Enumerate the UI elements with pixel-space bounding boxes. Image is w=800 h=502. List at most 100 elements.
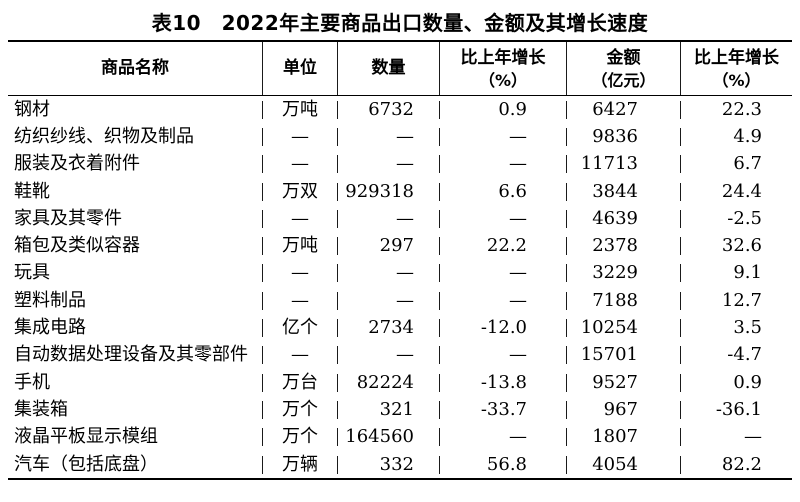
- value-growth-cell: 0.9: [733, 371, 762, 393]
- commodity-name-cell: 纺织纱线、织物及制品: [8, 127, 263, 146]
- quantity-growth-cell: —: [440, 127, 567, 146]
- unit-cell: —: [263, 264, 338, 283]
- table-row: 家具及其零件 — — —4639 -2.5: [8, 205, 792, 232]
- commodity-name-cell: 汽车（包括底盘）: [8, 455, 263, 474]
- table-header-row: 商品名称 单位 数量 比上年增长 （%） 金额 （亿元） 比上年增长 （%）: [8, 42, 792, 96]
- quantity-cell: 321: [338, 400, 440, 419]
- unit-cell: —: [263, 209, 338, 228]
- quantity-growth-cell: 0.9: [440, 100, 567, 119]
- quantity-growth-cell: 22.2: [440, 237, 567, 256]
- table-row: 手机 万台 82224 -13.8 9527 0.9: [8, 369, 792, 396]
- quantity-growth-cell: -12.0: [440, 319, 567, 338]
- table-row: 服装及衣着附件 — — —11713 6.7: [8, 151, 792, 178]
- table-row: 集成电路 亿个 2734 -12.0 10254 3.5: [8, 314, 792, 341]
- column-header-value: 金额 （亿元）: [567, 42, 681, 95]
- quantity-cell: 332: [338, 455, 440, 474]
- table-row: 自动数据处理设备及其零部件 — — —15701 -4.7: [8, 342, 792, 369]
- quantity-cell: —: [338, 264, 440, 283]
- quantity-cell: 297: [338, 237, 440, 256]
- value-cell: 3229: [567, 264, 681, 283]
- value-cell: 967: [567, 400, 681, 419]
- value-cell: 2378: [567, 237, 681, 256]
- value-growth-cell: -2.5: [727, 207, 762, 229]
- unit-cell: 万辆: [263, 455, 338, 474]
- table-row: 液晶平板显示模组 万个 164560—1807—: [8, 424, 792, 451]
- quantity-growth-cell: —: [440, 264, 567, 283]
- header-sub-label: （%）: [712, 70, 761, 90]
- commodity-name-cell: 家具及其零件: [8, 209, 263, 228]
- table-row: 玩具 — — —3229 9.1: [8, 260, 792, 287]
- value-cell: 3844: [567, 182, 681, 201]
- commodity-name-cell: 钢材: [8, 100, 263, 119]
- quantity-cell: 929318: [338, 182, 440, 201]
- value-growth-cell: 9.1: [733, 262, 762, 284]
- column-header-quantity-growth: 比上年增长 （%）: [440, 42, 567, 95]
- header-label: 金额: [606, 47, 641, 68]
- quantity-cell: —: [338, 127, 440, 146]
- table-row: 集装箱 万个 321 -33.7 967 -36.1: [8, 396, 792, 423]
- value-growth-cell: 82.2: [721, 453, 762, 475]
- value-growth-cell: —: [744, 426, 762, 448]
- column-header-value-growth: 比上年增长 （%）: [681, 42, 792, 95]
- value-cell: 1807: [567, 428, 681, 447]
- value-growth-cell: -4.7: [727, 344, 762, 366]
- value-cell: 10254: [567, 319, 681, 338]
- quantity-growth-cell: —: [440, 155, 567, 174]
- commodity-name-cell: 集成电路: [8, 319, 263, 338]
- unit-cell: —: [263, 291, 338, 310]
- column-header-quantity: 数量: [338, 42, 440, 95]
- value-cell: 9527: [567, 373, 681, 392]
- unit-cell: 万台: [263, 373, 338, 392]
- quantity-cell: 82224: [338, 373, 440, 392]
- commodity-name-cell: 液晶平板显示模组: [8, 428, 263, 447]
- value-growth-cell: 4.9: [733, 125, 762, 147]
- unit-cell: 万吨: [263, 100, 338, 119]
- commodity-name-cell: 箱包及类似容器: [8, 237, 263, 256]
- value-growth-cell: 3.5: [733, 317, 762, 339]
- table-row: 塑料制品 — — —7188 12.7: [8, 287, 792, 314]
- unit-cell: —: [263, 155, 338, 174]
- value-growth-cell: 6.7: [733, 153, 762, 175]
- unit-cell: —: [263, 127, 338, 146]
- commodity-name-cell: 塑料制品: [8, 291, 263, 310]
- quantity-cell: —: [338, 291, 440, 310]
- value-cell: 9836: [567, 127, 681, 146]
- quantity-cell: —: [338, 155, 440, 174]
- header-label: 商品名称: [101, 58, 169, 78]
- table-row: 纺织纱线、织物及制品 — — —9836 4.9: [8, 123, 792, 150]
- header-label: 比上年增长: [694, 47, 779, 68]
- table-row: 鞋靴 万双 929318 6.6 3844 24.4: [8, 178, 792, 205]
- header-label: 数量: [371, 58, 406, 78]
- quantity-cell: —: [338, 209, 440, 228]
- value-cell: 4054: [567, 455, 681, 474]
- value-growth-cell: -36.1: [715, 398, 762, 420]
- value-cell: 15701: [567, 346, 681, 365]
- quantity-growth-cell: —: [440, 209, 567, 228]
- table-row: 钢材 万吨 6732 0.9 6427 22.3: [8, 96, 792, 123]
- quantity-growth-cell: -13.8: [440, 373, 567, 392]
- table-body: 钢材 万吨 6732 0.9 6427 22.3 纺织纱线、织物及制品 — — —9836 4.9 服…: [8, 96, 792, 478]
- value-cell: 6427: [567, 100, 681, 119]
- commodity-name-cell: 鞋靴: [8, 182, 263, 201]
- header-label: 单位: [283, 58, 317, 78]
- table-title: 表10 2022年主要商品出口数量、金额及其增长速度: [151, 11, 649, 35]
- value-growth-cell: 24.4: [721, 180, 762, 202]
- value-growth-cell: 32.6: [721, 235, 762, 257]
- commodity-name-cell: 手机: [8, 373, 263, 392]
- header-sub-label: （亿元）: [591, 70, 656, 90]
- unit-cell: 万个: [263, 428, 338, 447]
- quantity-growth-cell: 6.6: [440, 182, 567, 201]
- unit-cell: 万个: [263, 400, 338, 419]
- quantity-cell: 2734: [338, 319, 440, 338]
- commodity-name-cell: 玩具: [8, 264, 263, 283]
- unit-cell: 万双: [263, 182, 338, 201]
- header-sub-label: （%）: [478, 70, 528, 90]
- value-cell: 7188: [567, 291, 681, 310]
- column-header-unit: 单位: [263, 42, 338, 95]
- value-growth-cell: 12.7: [721, 289, 762, 311]
- quantity-growth-cell: -33.7: [440, 400, 567, 419]
- quantity-cell: 164560: [338, 428, 440, 447]
- quantity-growth-cell: —: [440, 291, 567, 310]
- quantity-cell: 6732: [338, 100, 440, 119]
